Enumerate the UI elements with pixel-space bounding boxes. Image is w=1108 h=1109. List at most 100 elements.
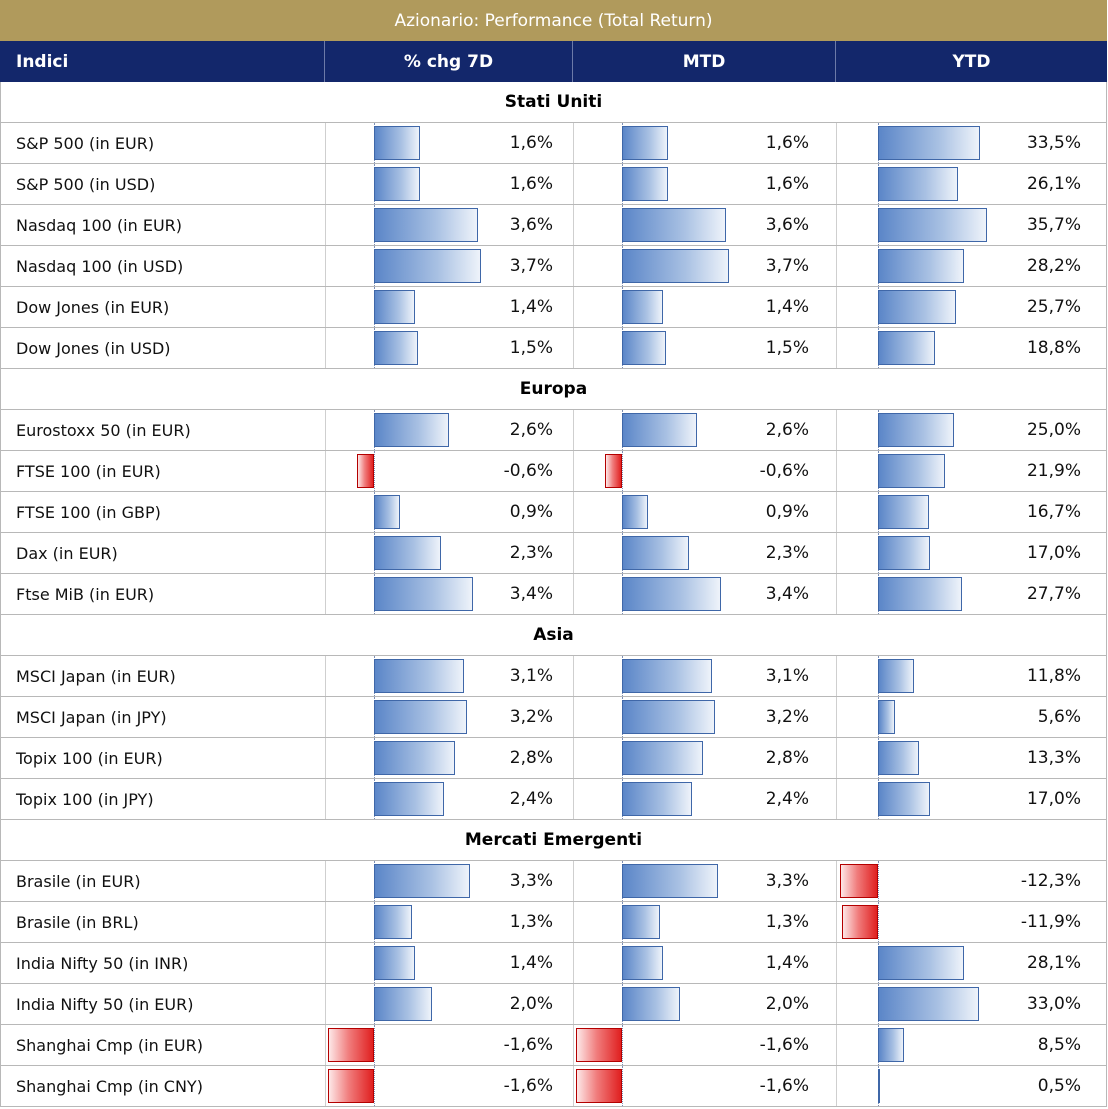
value-cell-ytd: 25,0% — [837, 410, 1108, 450]
index-name: Ftse MiB (in EUR) — [1, 574, 326, 614]
data-bar-mtd — [622, 495, 649, 529]
value-cell-chg7d: 2,6% — [326, 410, 574, 450]
value-chg7d: 3,7% — [509, 256, 553, 276]
bar-axis — [622, 451, 623, 491]
value-ytd: 18,8% — [1026, 338, 1081, 358]
index-name: Brasile (in EUR) — [1, 861, 326, 901]
value-mtd: 3,3% — [765, 871, 809, 891]
value-chg7d: 3,3% — [509, 871, 553, 891]
value-chg7d: 0,9% — [509, 502, 553, 522]
value-chg7d: 2,0% — [509, 994, 553, 1014]
value-cell-ytd: 35,7% — [837, 205, 1108, 245]
index-name: Topix 100 (in EUR) — [1, 738, 326, 778]
table-row: Dow Jones (in USD) 1,5% 1,5% 18,8% — [0, 328, 1107, 369]
value-mtd: 3,6% — [765, 215, 809, 235]
data-bar-ytd — [878, 1069, 880, 1103]
value-mtd: -1,6% — [759, 1076, 809, 1096]
header-indici: Indici — [0, 41, 325, 82]
header-chg-7d: % chg 7D — [325, 41, 573, 82]
value-cell-ytd: 33,0% — [837, 984, 1108, 1024]
index-name: Shanghai Cmp (in EUR) — [1, 1025, 326, 1065]
value-cell-mtd: 1,5% — [574, 328, 837, 368]
data-bar-chg7d — [374, 700, 467, 734]
data-bar-mtd — [622, 167, 669, 201]
value-cell-mtd: 1,6% — [574, 164, 837, 204]
value-chg7d: 1,6% — [509, 133, 553, 153]
value-cell-ytd: 28,2% — [837, 246, 1108, 286]
value-chg7d: 2,4% — [509, 789, 553, 809]
section-header: Asia — [0, 615, 1107, 656]
value-ytd: 35,7% — [1026, 215, 1081, 235]
data-bar-mtd — [622, 741, 704, 775]
data-bar-ytd — [878, 126, 981, 160]
data-bar-mtd — [622, 700, 715, 734]
data-bar-mtd — [622, 987, 680, 1021]
data-bar-ytd — [878, 577, 963, 611]
data-bar-chg7d — [374, 167, 421, 201]
value-mtd: 1,6% — [765, 174, 809, 194]
value-chg7d: 3,1% — [509, 666, 553, 686]
data-bar-ytd — [878, 208, 987, 242]
index-name: Dow Jones (in EUR) — [1, 287, 326, 327]
value-chg7d: -0,6% — [503, 461, 553, 481]
value-cell-mtd: 0,9% — [574, 492, 837, 532]
value-ytd: 17,0% — [1026, 789, 1081, 809]
table-row: FTSE 100 (in GBP) 0,9% 0,9% 16,7% — [0, 492, 1107, 533]
value-ytd: 33,0% — [1026, 994, 1081, 1014]
value-ytd: 27,7% — [1026, 584, 1081, 604]
value-cell-chg7d: -1,6% — [326, 1025, 574, 1065]
table-row: Brasile (in BRL) 1,3% 1,3% -11,9% — [0, 902, 1107, 943]
bar-axis — [374, 1025, 375, 1065]
value-ytd: 13,3% — [1026, 748, 1081, 768]
table-row: India Nifty 50 (in INR) 1,4% 1,4% 28,1% — [0, 943, 1107, 984]
value-cell-ytd: 27,7% — [837, 574, 1108, 614]
value-cell-chg7d: 2,8% — [326, 738, 574, 778]
value-cell-mtd: 3,2% — [574, 697, 837, 737]
data-bar-ytd — [878, 290, 957, 324]
data-bar-ytd — [878, 1028, 904, 1062]
value-cell-ytd: 26,1% — [837, 164, 1108, 204]
table-row: Topix 100 (in JPY) 2,4% 2,4% 17,0% — [0, 779, 1107, 820]
table-row: FTSE 100 (in EUR) -0,6% -0,6% 21,9% — [0, 451, 1107, 492]
value-cell-chg7d: 3,7% — [326, 246, 574, 286]
data-bar-chg7d — [374, 495, 401, 529]
value-cell-ytd: 17,0% — [837, 533, 1108, 573]
index-name: FTSE 100 (in GBP) — [1, 492, 326, 532]
value-ytd: -11,9% — [1020, 912, 1081, 932]
value-chg7d: 1,4% — [509, 953, 553, 973]
data-bar-mtd — [622, 126, 669, 160]
value-ytd: 17,0% — [1026, 543, 1081, 563]
value-ytd: 25,0% — [1026, 420, 1081, 440]
data-bar-chg7d — [374, 659, 464, 693]
data-bar-ytd — [878, 741, 919, 775]
value-mtd: 1,5% — [765, 338, 809, 358]
value-ytd: 21,9% — [1026, 461, 1081, 481]
data-bar-mtd — [622, 249, 730, 283]
data-bar-chg7d — [374, 208, 479, 242]
data-bar-chg7d — [374, 126, 421, 160]
index-name: Dow Jones (in USD) — [1, 328, 326, 368]
index-name: Nasdaq 100 (in USD) — [1, 246, 326, 286]
data-bar-mtd — [622, 290, 663, 324]
value-cell-chg7d: 1,5% — [326, 328, 574, 368]
index-name: S&P 500 (in EUR) — [1, 123, 326, 163]
value-cell-chg7d: 3,1% — [326, 656, 574, 696]
data-bar-chg7d — [374, 536, 441, 570]
table-row: MSCI Japan (in EUR) 3,1% 3,1% 11,8% — [0, 656, 1107, 697]
value-chg7d: 2,6% — [509, 420, 553, 440]
value-ytd: 0,5% — [1037, 1076, 1081, 1096]
value-cell-ytd: -11,9% — [837, 902, 1108, 942]
value-cell-chg7d: -1,6% — [326, 1066, 574, 1106]
data-bar-mtd — [622, 536, 689, 570]
value-ytd: 16,7% — [1026, 502, 1081, 522]
value-cell-chg7d: 3,6% — [326, 205, 574, 245]
value-cell-mtd: 1,6% — [574, 123, 837, 163]
index-name: Shanghai Cmp (in CNY) — [1, 1066, 326, 1106]
value-cell-ytd: 13,3% — [837, 738, 1108, 778]
data-bar-ytd — [878, 249, 964, 283]
data-bar-ytd — [878, 413, 955, 447]
table-title: Azionario: Performance (Total Return) — [0, 0, 1107, 42]
data-bar-chg7d — [374, 905, 412, 939]
data-bar-ytd — [878, 331, 936, 365]
table-row: Shanghai Cmp (in CNY) -1,6% -1,6% 0,5% — [0, 1066, 1107, 1107]
